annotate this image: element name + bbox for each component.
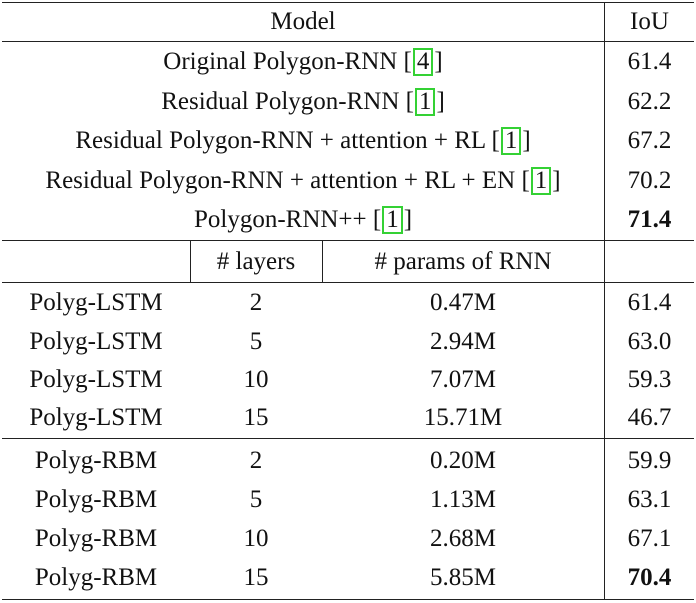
citation-link[interactable]: 1 bbox=[382, 206, 403, 234]
iou-value: 63.1 bbox=[627, 486, 672, 513]
method-name: Residual Polygon-RNN + attention + RL [ bbox=[75, 127, 500, 154]
iou-column-header: IoU bbox=[630, 8, 669, 35]
iou-value: 67.1 bbox=[627, 525, 672, 552]
params-cell: 2.94M bbox=[430, 328, 496, 355]
iou-value: 59.9 bbox=[627, 447, 672, 474]
citation-link[interactable]: 1 bbox=[500, 127, 522, 155]
params-cell: 15.71M bbox=[423, 404, 503, 431]
layers-cell: 15 bbox=[243, 404, 269, 431]
vrule-layers-left bbox=[190, 240, 191, 282]
rule-top bbox=[2, 2, 694, 3]
method-row-2: Residual Polygon-RNN [1] bbox=[2, 82, 604, 122]
iou-value: 62.2 bbox=[627, 88, 672, 115]
vrule-layers-right bbox=[322, 240, 323, 282]
params-column-header: # params of RNN bbox=[374, 248, 552, 275]
iou-value: 46.7 bbox=[627, 404, 672, 431]
rule-group bbox=[2, 438, 694, 439]
method-row-3: Residual Polygon-RNN + attention + RL [1… bbox=[2, 121, 604, 161]
model-cell: Polyg-RBM bbox=[34, 486, 158, 513]
vrule-iou bbox=[604, 2, 605, 599]
model-cell: Polyg-RBM bbox=[34, 564, 158, 591]
method-row-5: Polygon-RNN++ [1] bbox=[2, 200, 604, 240]
method-name: Polygon-RNN++ [ bbox=[193, 206, 382, 233]
layers-cell: 15 bbox=[243, 564, 269, 591]
iou-value: 70.2 bbox=[627, 167, 672, 194]
params-cell: 7.07M bbox=[430, 366, 496, 393]
iou-value-best: 71.4 bbox=[627, 206, 672, 233]
layers-cell: 10 bbox=[243, 525, 269, 552]
rule-subheader bbox=[2, 282, 694, 283]
params-cell: 1.13M bbox=[430, 486, 496, 513]
rule-header bbox=[2, 41, 694, 42]
model-cell: Polyg-RBM bbox=[34, 525, 158, 552]
rule-bottom bbox=[2, 599, 694, 600]
model-column-header: Model bbox=[270, 8, 336, 35]
method-name: Residual Polygon-RNN [ bbox=[161, 88, 414, 115]
iou-value-best: 70.4 bbox=[627, 564, 672, 591]
layers-cell: 10 bbox=[243, 366, 269, 393]
layers-column-header: # layers bbox=[216, 248, 296, 275]
params-cell: 0.20M bbox=[430, 447, 496, 474]
model-cell: Polyg-LSTM bbox=[29, 328, 163, 355]
layers-cell: 5 bbox=[249, 328, 263, 355]
method-row-4: Residual Polygon-RNN + attention + RL + … bbox=[2, 161, 604, 201]
bracket-close: ] bbox=[403, 206, 413, 233]
citation-link[interactable]: 1 bbox=[414, 88, 436, 116]
bracket-close: ] bbox=[434, 48, 443, 75]
iou-value: 61.4 bbox=[627, 289, 672, 316]
bracket-close: ] bbox=[552, 167, 561, 194]
citation-link[interactable]: 4 bbox=[412, 48, 434, 76]
iou-value: 63.0 bbox=[627, 328, 672, 355]
model-cell: Polyg-RBM bbox=[34, 447, 158, 474]
params-cell: 5.85M bbox=[430, 564, 496, 591]
model-cell: Polyg-LSTM bbox=[29, 366, 163, 393]
layers-cell: 5 bbox=[249, 486, 263, 513]
method-name: Residual Polygon-RNN + attention + RL + … bbox=[45, 167, 530, 194]
layers-cell: 2 bbox=[249, 289, 263, 316]
bracket-close: ] bbox=[436, 88, 445, 115]
rule-mid bbox=[2, 240, 694, 241]
citation-link[interactable]: 1 bbox=[530, 167, 552, 195]
iou-value: 59.3 bbox=[627, 366, 672, 393]
bracket-close: ] bbox=[522, 127, 531, 154]
method-row-1: Original Polygon-RNN [4] bbox=[2, 42, 604, 82]
iou-value: 61.4 bbox=[627, 48, 672, 75]
method-name: Original Polygon-RNN [ bbox=[163, 48, 412, 75]
model-cell: Polyg-LSTM bbox=[29, 289, 163, 316]
layers-cell: 2 bbox=[249, 447, 263, 474]
params-cell: 0.47M bbox=[430, 289, 496, 316]
iou-value: 67.2 bbox=[627, 127, 672, 154]
params-cell: 2.68M bbox=[430, 525, 496, 552]
model-cell: Polyg-LSTM bbox=[29, 404, 163, 431]
